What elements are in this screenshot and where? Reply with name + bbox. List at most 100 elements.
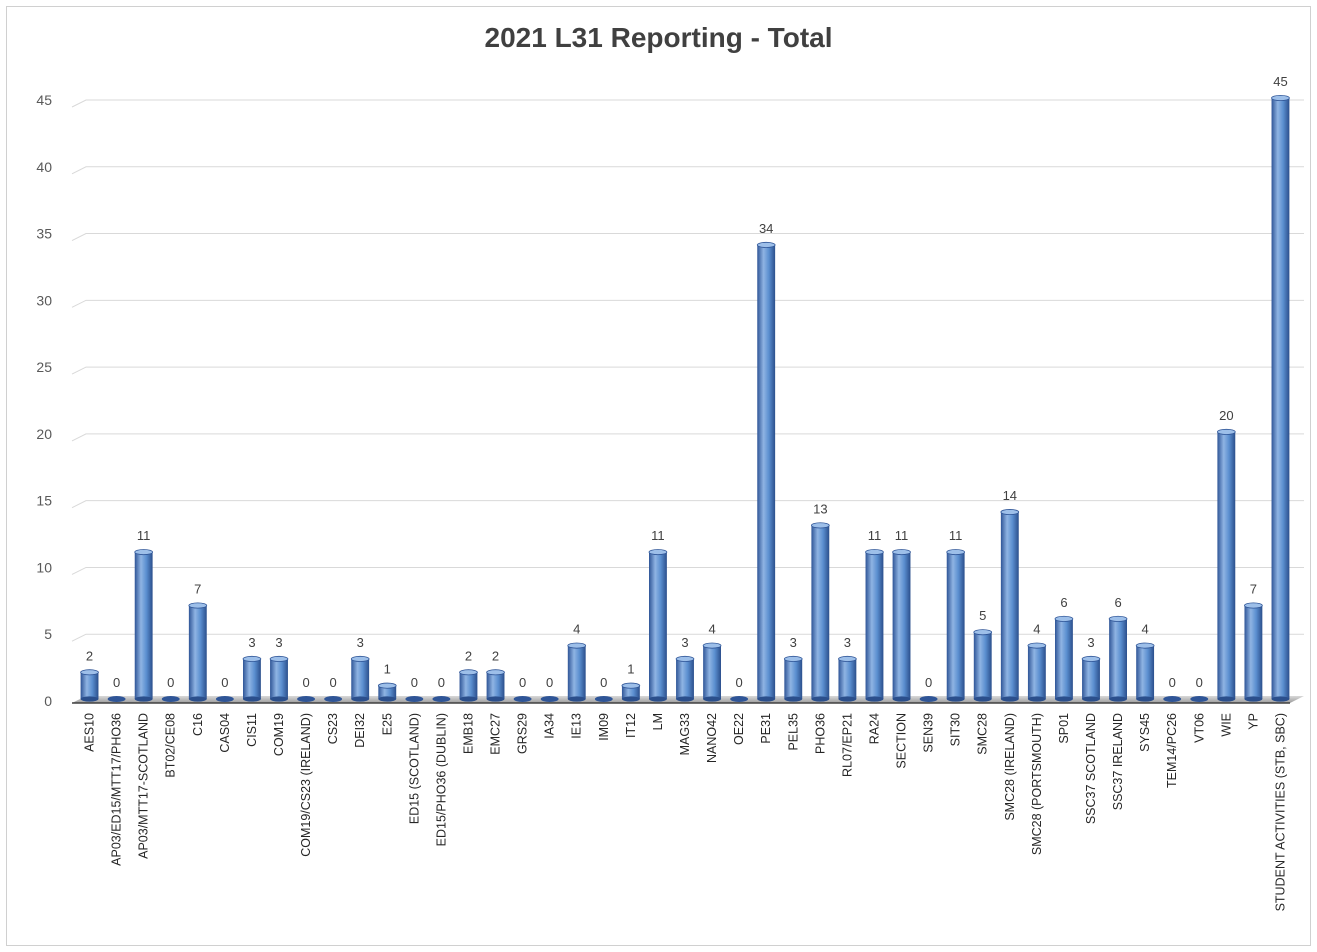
bar	[242, 655, 262, 702]
category-label: SSC37 SCOTLAND	[1084, 713, 1098, 824]
data-label: 0	[1196, 675, 1203, 690]
data-label: 6	[1060, 595, 1067, 610]
data-label: 4	[573, 622, 580, 637]
category-label: DEI32	[353, 713, 367, 748]
category-label: CAS04	[218, 713, 232, 753]
bar	[80, 669, 99, 702]
bar	[1190, 696, 1209, 702]
bar	[297, 696, 315, 702]
bar	[324, 696, 343, 702]
category-label: COM19/CS23 (IRELAND)	[299, 713, 313, 857]
data-label: 3	[275, 635, 282, 650]
data-label: 0	[167, 675, 174, 690]
data-label: 0	[438, 675, 445, 690]
y-tick-label: 25	[36, 359, 52, 375]
bar	[1054, 615, 1074, 702]
gridline	[71, 366, 1304, 375]
y-tick-label: 10	[36, 559, 52, 575]
bar	[730, 696, 749, 702]
bar	[215, 696, 234, 702]
category-label: EMC27	[489, 713, 503, 755]
data-label: 7	[194, 582, 201, 597]
category-label: SYS45	[1138, 713, 1152, 752]
bar	[107, 696, 126, 702]
category-label: AP03/MTT17-SCOTLAND	[137, 713, 151, 859]
data-label: 0	[221, 675, 228, 690]
bar	[432, 696, 451, 702]
data-label: 0	[546, 675, 553, 690]
category-label: EMB18	[461, 713, 475, 754]
data-label: 1	[384, 662, 391, 677]
category-label: COM19	[272, 713, 286, 756]
data-label: 20	[1219, 408, 1233, 423]
category-label: C16	[191, 713, 205, 736]
bar	[350, 655, 370, 702]
bars	[80, 95, 1290, 702]
gridline	[71, 566, 1304, 575]
y-tick-label: 20	[36, 426, 52, 442]
data-label: 13	[813, 501, 827, 516]
data-label: 2	[86, 648, 93, 663]
category-label: SSC37 IRELAND	[1111, 713, 1125, 810]
category-label: RL07/EP21	[840, 713, 854, 777]
bar	[513, 696, 532, 702]
data-label: 14	[1003, 488, 1017, 503]
bar	[1081, 655, 1101, 702]
data-label: 0	[519, 675, 526, 690]
data-label: 2	[492, 648, 499, 663]
gridline	[71, 299, 1304, 308]
data-label: 11	[137, 528, 151, 543]
category-label: ED15/PHO36 (DUBLIN)	[434, 713, 448, 846]
bar	[594, 696, 613, 702]
bar	[973, 629, 993, 702]
category-label: SEN39	[922, 713, 936, 753]
gridlines	[71, 99, 1304, 642]
category-label: NANO42	[705, 713, 719, 763]
y-tick-label: 45	[36, 92, 52, 108]
bar	[134, 549, 153, 702]
data-label: 11	[895, 528, 909, 543]
data-label: 0	[113, 675, 120, 690]
category-label: IT12	[624, 713, 638, 738]
gridline	[71, 166, 1304, 175]
data-label: 3	[1087, 635, 1094, 650]
category-label: SP01	[1057, 713, 1071, 744]
data-label: 2	[465, 648, 472, 663]
category-label: MAG33	[678, 713, 692, 755]
category-label: YP	[1246, 713, 1260, 730]
data-label: 3	[844, 635, 851, 650]
bar	[1108, 615, 1128, 702]
category-label: RA24	[867, 713, 881, 744]
data-label: 5	[979, 608, 986, 623]
bar	[1244, 602, 1263, 702]
data-label: 0	[1169, 675, 1176, 690]
category-label: LM	[651, 713, 665, 730]
bar	[1163, 696, 1182, 702]
bar	[756, 241, 776, 702]
data-label: 11	[868, 528, 882, 543]
bar	[838, 655, 857, 702]
y-tick-label: 15	[36, 493, 52, 509]
category-label: SMC28	[976, 713, 990, 755]
category-label: PHO36	[813, 713, 827, 754]
bar	[188, 602, 208, 702]
bar	[540, 696, 559, 702]
category-label: SECTION	[895, 713, 909, 769]
bar	[1135, 642, 1155, 702]
category-label: PE31	[759, 713, 773, 744]
bar	[648, 549, 668, 702]
data-label: 6	[1114, 595, 1121, 610]
chart-title: 2021 L31 Reporting - Total	[484, 22, 833, 53]
bar	[567, 642, 587, 702]
category-label: AP03/ED15/MTT17/PHO36	[110, 713, 124, 866]
bar	[946, 549, 965, 702]
y-tick-label: 35	[36, 226, 52, 242]
data-label: 3	[681, 635, 688, 650]
data-label: 0	[330, 675, 337, 690]
bar	[1027, 642, 1047, 702]
category-label: IE13	[570, 713, 584, 739]
bar	[865, 549, 884, 702]
bar	[783, 655, 803, 702]
category-label: AES10	[83, 713, 97, 752]
